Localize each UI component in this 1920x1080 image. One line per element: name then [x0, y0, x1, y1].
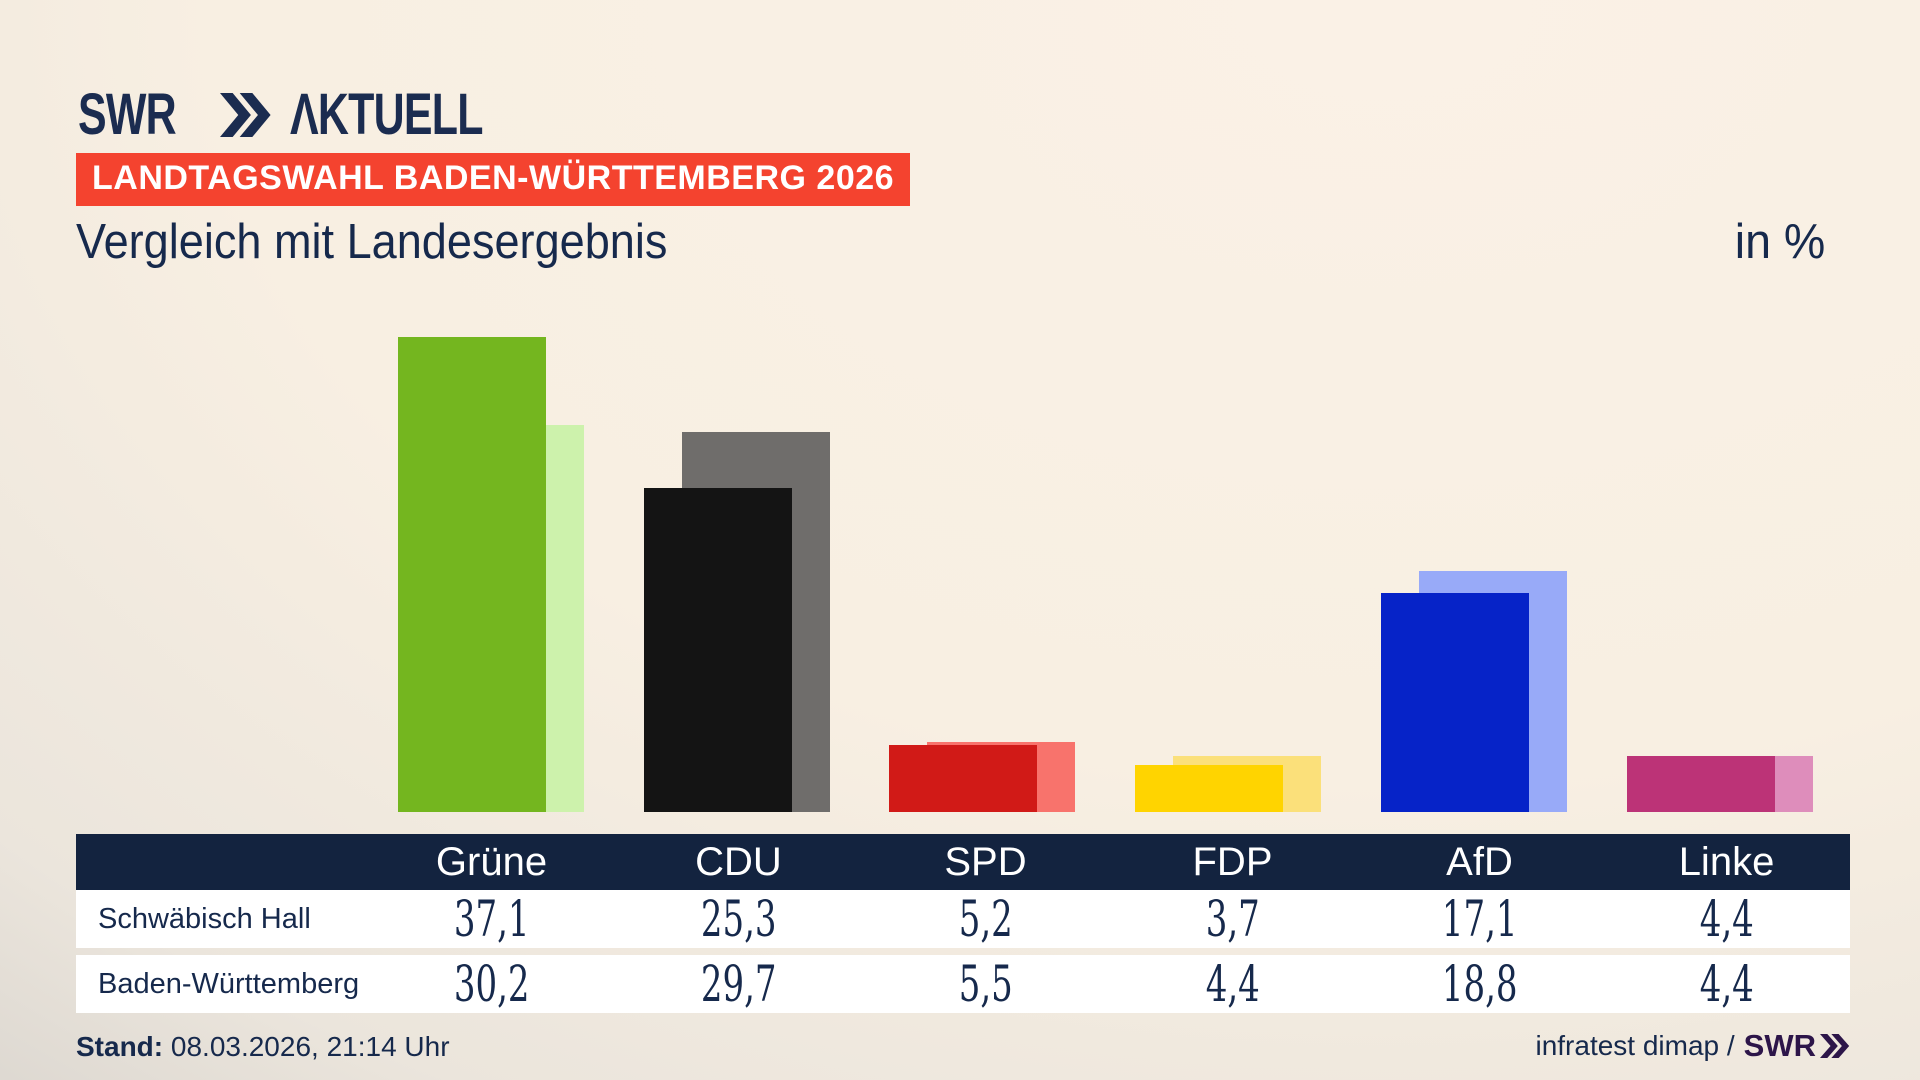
result-value: 5,5	[958, 955, 1013, 1013]
party-label: FDP	[1192, 840, 1273, 884]
result-value: 5,2	[958, 890, 1013, 948]
table-row-schwaebisch-hall: Schwäbisch Hall 37,1 25,3 5,2 3,7 17,1 4,4	[76, 890, 1850, 948]
value-cell-cdu-row0: 25,3	[615, 894, 862, 944]
value-cell-fdp-row0: 3,7	[1109, 894, 1356, 944]
result-value: 17,1	[1441, 890, 1518, 948]
value-cell-linke-row0: 4,4	[1603, 894, 1850, 944]
party-label: CDU	[695, 840, 782, 884]
value-cell-gruene-row0: 37,1	[368, 894, 615, 944]
result-value: 18,8	[1441, 955, 1518, 1013]
bar-gruene-schwaebisch-hall	[398, 337, 546, 812]
table-header-cell-linke: Linke	[1603, 842, 1850, 882]
row-label: Baden-Württemberg	[98, 967, 360, 1000]
result-value: 30,2	[453, 955, 530, 1013]
result-value: 4,4	[1205, 955, 1260, 1013]
bar-cdu-schwaebisch-hall	[643, 488, 792, 812]
value-cell-afd-row0: 17,1	[1356, 894, 1603, 944]
unit-label: in %	[1734, 215, 1825, 269]
bar-spd-schwaebisch-hall	[889, 745, 1038, 812]
table-header-cell-gruene: Grüne	[368, 842, 615, 882]
result-value: 29,7	[700, 955, 777, 1013]
bar-linke-schwaebisch-hall	[1626, 755, 1775, 812]
value-cell-spd-row1: 5,5	[862, 959, 1109, 1009]
table-header-row: Grüne CDU SPD FDP AfD Linke	[76, 834, 1850, 890]
party-label: AfD	[1446, 840, 1513, 884]
party-label: SPD	[944, 840, 1027, 884]
value-cell-spd-row0: 5,2	[862, 894, 1109, 944]
table-header-cell-spd: SPD	[862, 842, 1109, 882]
source-brand-text: SWR	[1743, 1028, 1816, 1063]
table-header-cell-afd: AfD	[1356, 842, 1603, 882]
result-value: 4,4	[1699, 890, 1754, 948]
bar-fdp-schwaebisch-hall	[1135, 764, 1284, 812]
brand-double-chevron-icon	[1820, 1033, 1850, 1058]
source-text: infratest dimap /	[1535, 1029, 1735, 1061]
swr-aktuell-logo: SWR ΛKTUELL	[78, 86, 551, 144]
value-cell-afd-row1: 18,8	[1356, 959, 1603, 1009]
table-row-baden-wuerttemberg: Baden-Württemberg 30,2 29,7 5,5 4,4 18,8 4,4	[76, 955, 1850, 1013]
result-value: 3,7	[1205, 890, 1260, 948]
stand-value: 08.03.2026, 21:14 Uhr	[163, 1031, 450, 1062]
table-header-cell-cdu: CDU	[615, 842, 862, 882]
value-cell-fdp-row1: 4,4	[1109, 959, 1356, 1009]
value-cell-gruene-row1: 30,2	[368, 959, 615, 1009]
value-cell-cdu-row1: 29,7	[615, 959, 862, 1009]
results-table: Grüne CDU SPD FDP AfD Linke Schwäbisch Hall 3…	[76, 834, 1850, 1013]
swr-double-chevron-icon	[220, 93, 271, 137]
result-value: 25,3	[700, 890, 777, 948]
table-header-cell-fdp: FDP	[1109, 842, 1356, 882]
page-title: Vergleich mit Landesergebnis	[76, 215, 668, 269]
stand-label: Stand:	[76, 1031, 164, 1062]
election-badge: LANDTAGSWAHL BADEN-WÜRTTEMBERG 2026	[76, 153, 911, 206]
result-value: 37,1	[453, 890, 530, 948]
party-label: Grüne	[435, 840, 548, 884]
result-value: 4,4	[1699, 955, 1754, 1013]
footer-stand: Stand: 08.03.2026, 21:14 Uhr	[76, 1033, 450, 1061]
party-label: Linke	[1678, 840, 1775, 884]
bar-afd-schwaebisch-hall	[1380, 593, 1529, 812]
footer-source: infratest dimap / SWR	[1535, 1030, 1850, 1061]
aktuell-logo-text: ΛKTUELL	[290, 82, 484, 147]
value-cell-linke-row1: 4,4	[1603, 959, 1850, 1009]
row-label: Schwäbisch Hall	[98, 902, 311, 935]
swr-logo-text: SWR	[78, 82, 177, 147]
source-brand: SWR	[1744, 1030, 1850, 1061]
